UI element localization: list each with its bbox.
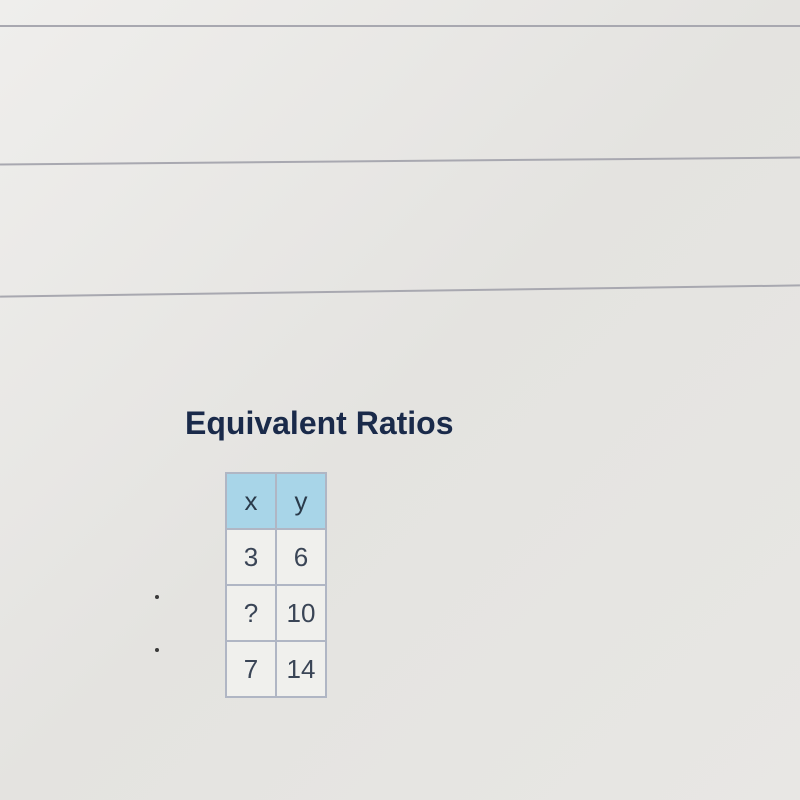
ruled-line	[0, 25, 800, 27]
table-wrapper: x y 3 6 ? 10 7 14	[225, 472, 454, 698]
section-title: Equivalent Ratios	[185, 405, 454, 442]
equivalent-ratios-table: x y 3 6 ? 10 7 14	[225, 472, 327, 698]
cell-x: 7	[226, 641, 276, 697]
cell-y: 10	[276, 585, 326, 641]
cell-x: 3	[226, 529, 276, 585]
cell-y: 14	[276, 641, 326, 697]
table-row: 7 14	[226, 641, 326, 697]
cell-x-unknown: ?	[226, 585, 276, 641]
cell-y: 6	[276, 529, 326, 585]
content-area: Equivalent Ratios x y 3 6 ? 10 7	[185, 405, 454, 698]
table-row: 3 6	[226, 529, 326, 585]
table-row: ? 10	[226, 585, 326, 641]
bullet-dot	[155, 595, 159, 599]
column-header-x: x	[226, 473, 276, 529]
bullet-dot	[155, 648, 159, 652]
column-header-y: y	[276, 473, 326, 529]
table-header-row: x y	[226, 473, 326, 529]
